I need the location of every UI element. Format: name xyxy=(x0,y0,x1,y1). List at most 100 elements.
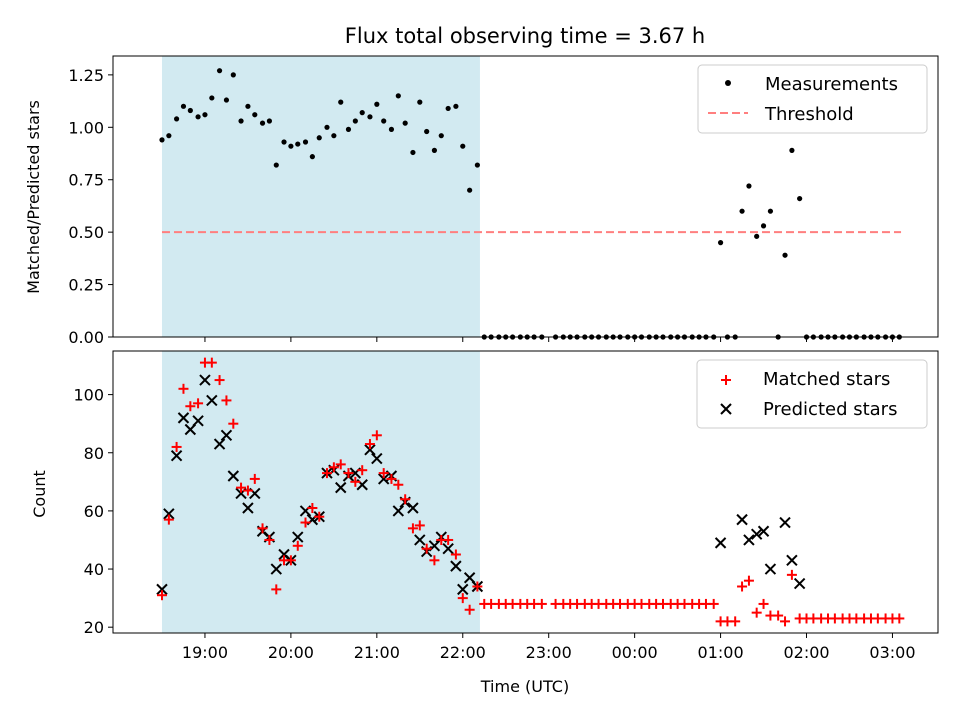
matched-star-point xyxy=(228,418,239,429)
predicted-star-point xyxy=(743,534,755,546)
top-y-axis-label: Matched/Predicted stars xyxy=(24,100,43,294)
predicted-star-stroke xyxy=(199,374,211,386)
predicted-star-point xyxy=(750,528,763,540)
matched-star-point xyxy=(708,598,719,609)
matched-star-point xyxy=(185,401,196,412)
matched-star-point xyxy=(407,523,418,534)
matched-star-point xyxy=(414,520,425,531)
measurement-point xyxy=(216,68,223,74)
predicted-star-point xyxy=(156,583,168,596)
legend-predicted-marker xyxy=(720,403,732,415)
measurement-point xyxy=(288,143,294,149)
measurement-point xyxy=(359,110,365,116)
predicted-star-point xyxy=(192,415,204,427)
predicted-star-stroke xyxy=(163,508,175,520)
matched-star-point xyxy=(894,613,905,624)
bottom-panel: 20 40 60 80 100 19:00 20:00 21:00 22:00 23:00 00:… xyxy=(30,350,939,696)
bottom-ytick-label: 40 xyxy=(84,560,104,579)
predicted-star-point xyxy=(442,542,454,555)
top-legend: Measurements Threshold xyxy=(697,64,928,134)
measurement-point xyxy=(424,128,430,135)
matched-star-point xyxy=(328,462,339,473)
matched-star-point xyxy=(737,581,748,592)
matched-star-point xyxy=(285,555,296,566)
matched-star-point xyxy=(758,598,769,609)
legend-measurements-marker xyxy=(725,80,731,86)
bottom-xtick-label: 21:00 xyxy=(354,643,400,662)
bottom-axes-frame xyxy=(112,350,939,634)
measurement-point xyxy=(273,162,279,168)
measurement-point xyxy=(187,107,193,114)
measurement-point xyxy=(209,95,215,101)
predicted-star-stroke xyxy=(442,542,454,555)
bottom-xtick-label: 00:00 xyxy=(612,643,658,662)
matched-star-point xyxy=(307,502,318,513)
matched-star-point xyxy=(249,473,260,484)
matched-star-point xyxy=(357,465,368,476)
predicted-star-point xyxy=(736,513,748,526)
matched-star-point xyxy=(236,482,247,493)
predicted-star-point xyxy=(163,508,175,520)
measurement-point xyxy=(352,118,358,124)
measurement-point xyxy=(767,208,774,214)
matched-star-point xyxy=(314,511,325,522)
measurement-point xyxy=(159,137,165,143)
matched-star-point xyxy=(421,543,432,554)
predicted-star-stroke xyxy=(156,583,168,596)
predicted-star-point xyxy=(714,537,727,549)
measurement-point xyxy=(266,118,273,124)
predicted-star-stroke xyxy=(750,528,763,540)
matched-star-point xyxy=(386,473,397,484)
matched-star-point xyxy=(730,616,741,627)
measurement-point xyxy=(789,147,795,153)
predicted-star-point xyxy=(170,449,183,462)
bottom-y-axis-label: Count xyxy=(30,470,49,518)
predicted-star-stroke xyxy=(377,473,390,485)
predicted-star-stroke xyxy=(736,513,748,526)
predicted-star-stroke xyxy=(192,415,204,427)
measurement-point xyxy=(746,183,752,189)
predicted-star-point xyxy=(335,481,347,494)
predicted-star-stroke xyxy=(457,583,469,596)
predicted-star-point xyxy=(220,429,233,442)
measurement-point xyxy=(259,120,266,126)
matched-star-point xyxy=(457,593,468,604)
matched-star-point xyxy=(443,534,454,545)
predicted-star-stroke xyxy=(407,502,419,514)
measurement-point xyxy=(166,133,172,139)
measurement-point xyxy=(345,126,352,132)
predicted-star-stroke xyxy=(786,554,798,567)
predicted-star-stroke xyxy=(278,548,290,561)
predicted-star-stroke xyxy=(714,537,727,549)
predicted-star-stroke xyxy=(292,531,304,543)
measurement-point xyxy=(202,112,208,118)
matched-star-point xyxy=(335,459,346,470)
bottom-legend: Matched stars Predicted stars xyxy=(696,359,928,429)
measurement-point xyxy=(238,118,244,124)
measurement-point xyxy=(180,103,187,109)
predicted-star-stroke xyxy=(170,449,183,462)
predicted-star-stroke xyxy=(227,470,240,482)
predicted-star-stroke xyxy=(764,563,777,575)
measurement-point xyxy=(324,124,330,130)
predicted-star-stroke xyxy=(220,429,233,442)
x-axis-label: Time (UTC) xyxy=(480,677,569,696)
top-ytick-label: 0.25 xyxy=(68,276,104,295)
measurement-point xyxy=(395,93,401,99)
predicted-star-point xyxy=(377,473,390,485)
measurement-point xyxy=(252,112,258,118)
top-legend-box xyxy=(697,64,928,134)
measurement-point xyxy=(316,135,322,141)
bottom-shaded-region xyxy=(161,351,480,633)
predicted-star-stroke xyxy=(743,534,755,546)
predicted-star-point xyxy=(457,583,469,596)
matched-star-point xyxy=(429,555,440,566)
matched-star-point xyxy=(178,383,189,394)
bottom-points-group xyxy=(156,357,905,627)
matched-star-point xyxy=(214,375,225,386)
predicted-star-point xyxy=(793,577,806,590)
predicted-star-stroke xyxy=(213,438,226,450)
measurement-point xyxy=(431,147,438,153)
predicted-star-point xyxy=(764,563,777,575)
